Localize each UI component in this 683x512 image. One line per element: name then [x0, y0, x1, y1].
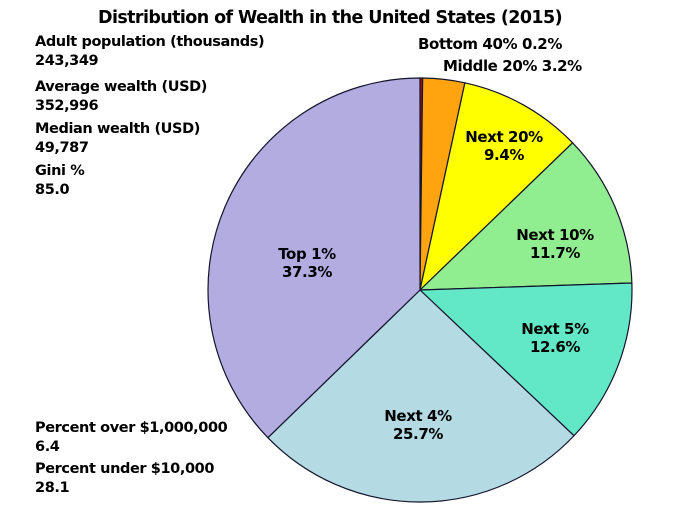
stat-percent-over-million-label: Percent over $1,000,000	[35, 420, 228, 436]
pie-label-next-4: Next 4% 25.7%	[384, 407, 452, 443]
pie-slice-next-10	[419, 142, 633, 291]
stat-gini: Gini % 85.0	[35, 162, 85, 200]
stat-percent-under-10k-label: Percent under $10,000	[35, 461, 215, 477]
stat-average-wealth-value: 352,996	[35, 98, 99, 114]
stat-percent-under-10k: Percent under $10,000 28.1	[35, 460, 214, 498]
stat-adult-population-label: Adult population (thousands)	[35, 34, 265, 50]
pie-slice-next-4	[267, 289, 575, 503]
pie-label-middle-20: Middle 20% 3.2%	[443, 57, 582, 75]
stat-percent-over-million-value: 6.4	[35, 439, 60, 455]
pie-slice-next-5	[419, 282, 633, 437]
pie-label-top-1: Top 1% 37.3%	[278, 245, 336, 281]
stat-average-wealth-label: Average wealth (USD)	[35, 79, 207, 95]
stat-percent-over-million: Percent over $1,000,000 6.4	[35, 419, 228, 457]
stat-median-wealth-value: 49,787	[35, 140, 89, 156]
chart-title: Distribution of Wealth in the United Sta…	[98, 8, 563, 28]
stat-median-wealth: Median wealth (USD) 49,787	[35, 120, 200, 158]
stat-adult-population-value: 243,349	[35, 53, 99, 69]
pie-label-bottom-40: Bottom 40% 0.2%	[418, 35, 562, 53]
stat-gini-label: Gini %	[35, 163, 85, 179]
pie-slice-top-1	[207, 77, 421, 439]
stat-average-wealth: Average wealth (USD) 352,996	[35, 78, 207, 116]
stat-percent-under-10k-value: 28.1	[35, 480, 70, 496]
stat-gini-value: 85.0	[35, 182, 70, 198]
stat-median-wealth-label: Median wealth (USD)	[35, 121, 200, 137]
pie-slice-next-20	[419, 82, 574, 291]
pie-label-next-10: Next 10% 11.7%	[516, 226, 594, 262]
stat-adult-population: Adult population (thousands) 243,349	[35, 33, 265, 71]
pie-label-next-20: Next 20% 9.4%	[465, 128, 543, 164]
pie-label-next-5: Next 5% 12.6%	[521, 320, 589, 356]
